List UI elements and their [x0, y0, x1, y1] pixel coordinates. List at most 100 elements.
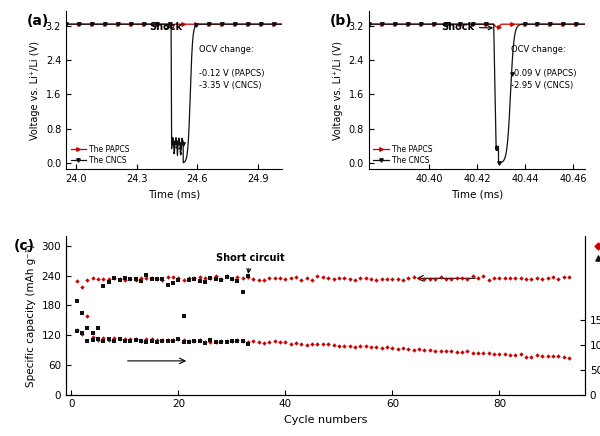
Point — [446, 347, 456, 354]
Point — [142, 271, 151, 278]
Point — [398, 276, 408, 283]
The PAPCS — [457, 21, 464, 27]
Point — [142, 336, 151, 343]
Point — [238, 289, 247, 296]
Point — [147, 276, 157, 283]
Text: Shock: Shock — [149, 22, 182, 32]
Point — [404, 274, 413, 281]
Point — [94, 337, 103, 344]
Point — [190, 337, 199, 344]
Point — [98, 338, 108, 345]
Point — [313, 341, 322, 348]
Point — [553, 275, 563, 282]
Point — [109, 274, 119, 281]
Point — [72, 327, 82, 334]
Point — [307, 340, 317, 347]
Point — [425, 276, 434, 283]
Point — [227, 337, 236, 344]
The PAPCS — [278, 21, 286, 27]
Point — [329, 276, 338, 283]
Point — [446, 276, 456, 283]
Point — [147, 275, 157, 282]
Point — [206, 337, 215, 344]
Point — [553, 353, 563, 360]
Point — [393, 345, 403, 352]
The CNCS — [581, 21, 589, 27]
Point — [340, 343, 349, 350]
Point — [409, 274, 419, 281]
Point — [211, 339, 221, 346]
Legend: The PAPCS, The CNCS: The PAPCS, The CNCS — [588, 241, 600, 263]
Point — [366, 276, 376, 283]
Point — [452, 348, 461, 355]
Point — [270, 337, 280, 344]
Point — [238, 337, 247, 344]
Text: (a): (a) — [27, 14, 49, 28]
Point — [173, 275, 183, 282]
Point — [142, 275, 151, 282]
Point — [281, 339, 290, 346]
The PAPCS — [100, 21, 107, 27]
Point — [275, 339, 285, 346]
Point — [195, 338, 205, 345]
Point — [227, 275, 236, 282]
Y-axis label: Voltage vs. Li⁺/Li (V): Voltage vs. Li⁺/Li (V) — [333, 41, 343, 140]
Legend: The PAPCS, The CNCS: The PAPCS, The CNCS — [70, 144, 130, 166]
Point — [184, 338, 194, 345]
Point — [88, 333, 98, 340]
Point — [179, 276, 188, 283]
Point — [243, 274, 253, 281]
Point — [238, 337, 247, 344]
Point — [323, 341, 333, 348]
Point — [538, 276, 547, 283]
Point — [463, 276, 472, 283]
Point — [125, 276, 135, 283]
Point — [436, 273, 445, 280]
Point — [88, 336, 98, 343]
Point — [131, 335, 140, 342]
Point — [227, 276, 236, 283]
The PAPCS — [145, 21, 152, 27]
Point — [217, 337, 226, 344]
The PAPCS — [494, 24, 501, 30]
Point — [136, 337, 146, 344]
Point — [527, 276, 536, 283]
Point — [152, 275, 162, 282]
Point — [195, 278, 205, 285]
Point — [158, 337, 167, 344]
Point — [179, 338, 188, 345]
Point — [345, 343, 355, 350]
The CNCS — [448, 21, 455, 27]
Point — [505, 351, 515, 358]
Point — [318, 340, 328, 347]
Line: The PAPCS: The PAPCS — [64, 22, 284, 30]
Point — [179, 336, 188, 343]
Point — [532, 351, 542, 358]
Point — [286, 340, 296, 347]
Point — [243, 272, 253, 279]
Point — [104, 279, 113, 286]
Point — [243, 341, 253, 348]
Point — [243, 338, 253, 345]
The PAPCS — [169, 26, 176, 31]
Point — [158, 276, 167, 283]
Point — [200, 278, 210, 285]
Point — [291, 339, 301, 346]
Point — [259, 340, 269, 347]
X-axis label: Time (ms): Time (ms) — [451, 190, 503, 200]
Point — [484, 277, 493, 284]
Point — [168, 338, 178, 345]
Point — [115, 277, 124, 284]
Point — [511, 274, 520, 281]
Point — [334, 342, 344, 349]
Point — [152, 337, 162, 344]
The CNCS — [100, 21, 107, 27]
Text: Shock: Shock — [441, 22, 492, 32]
Point — [88, 275, 98, 282]
Point — [382, 344, 392, 351]
Point — [468, 350, 478, 357]
Point — [168, 273, 178, 280]
The CNCS — [403, 21, 410, 27]
Text: OCV change:

-0.09 V (PAPCS)
-2.95 V (CNCS): OCV change: -0.09 V (PAPCS) -2.95 V (CNC… — [511, 45, 576, 89]
Point — [147, 335, 157, 342]
